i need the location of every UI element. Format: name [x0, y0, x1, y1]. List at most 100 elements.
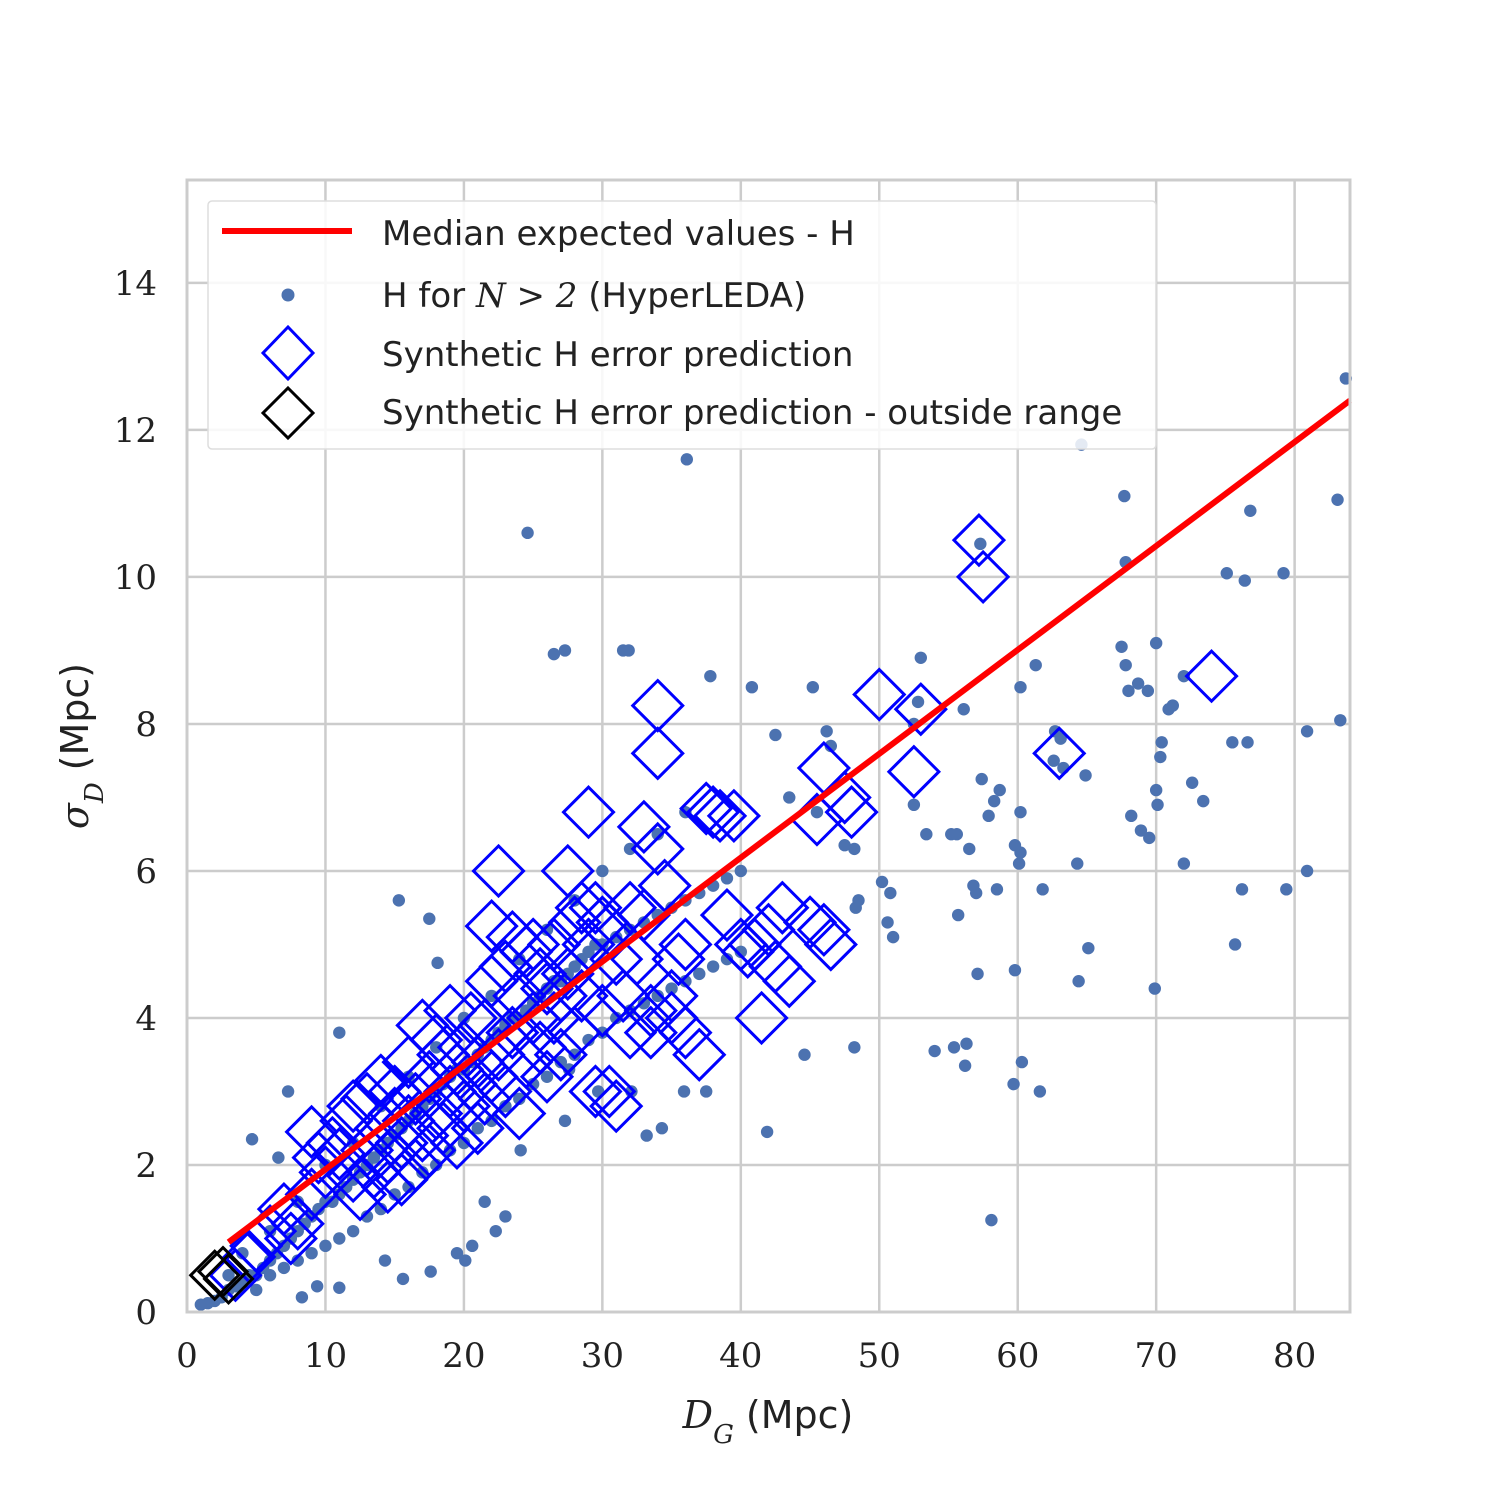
synthetic-point — [353, 1101, 408, 1156]
synthetic-point — [658, 1005, 713, 1060]
hyperleda-point — [1228, 938, 1242, 951]
hyperleda-point — [499, 1210, 512, 1223]
legend-diamond-marker — [260, 324, 316, 382]
y-tick-label: 6 — [135, 852, 157, 892]
hyperleda-point — [485, 989, 498, 1003]
hyperleda-point — [1008, 963, 1022, 977]
hyperleda-point — [1015, 1055, 1029, 1069]
hyperleda-point — [1054, 732, 1067, 745]
hyperleda-point — [430, 1041, 443, 1054]
hyperleda-point — [1280, 883, 1293, 896]
hyperleda-point — [558, 1114, 572, 1128]
y-axis-label: σD (Mpc) — [53, 663, 110, 829]
hyperleda-point — [466, 1239, 479, 1253]
synthetic-point — [561, 785, 616, 840]
hyperleda-point — [1185, 776, 1199, 789]
hyperleda-point — [798, 1048, 811, 1061]
synthetic-outside-points — [188, 1245, 255, 1306]
x-tick-label: 50 — [858, 1336, 901, 1376]
synthetic-point — [291, 1130, 346, 1185]
hyperleda-point — [704, 669, 717, 683]
hyperleda-point — [416, 1166, 429, 1179]
hyperleda-point — [558, 644, 572, 657]
synthetic-point — [575, 983, 630, 1038]
synthetic-point — [429, 1115, 485, 1171]
hyperleda-point — [596, 864, 609, 878]
hyperleda-point — [637, 997, 651, 1010]
synthetic-point — [395, 1108, 450, 1163]
hyperleda-point — [277, 1261, 291, 1275]
synthetic-point — [589, 1079, 644, 1134]
hyperleda-point — [1166, 699, 1179, 712]
synthetic-point — [339, 1071, 395, 1126]
synthetic-point — [492, 1086, 547, 1141]
synthetic-point — [734, 990, 789, 1046]
hyperleda-point — [1125, 809, 1138, 823]
synthetic-point — [596, 968, 651, 1024]
synthetic-point — [326, 1148, 381, 1204]
hyperleda-point — [1155, 736, 1168, 749]
hyperleda-point — [1079, 769, 1092, 782]
synthetic-point — [464, 954, 519, 1009]
y-tick-label: 12 — [114, 411, 157, 451]
hyperleda-point — [1082, 941, 1095, 955]
x-tick-label: 70 — [1135, 1336, 1178, 1376]
x-tick-label: 60 — [996, 1336, 1039, 1376]
synthetic-point — [755, 880, 810, 935]
hyperleda-point — [947, 1041, 961, 1054]
hyperleda-point — [1300, 725, 1314, 738]
x-tick-label: 0 — [176, 1336, 198, 1376]
synthetic-point — [602, 880, 658, 935]
hyperleda-point — [848, 1041, 861, 1054]
hyperleda-point — [1143, 831, 1156, 845]
hyperleda-point — [1151, 798, 1164, 812]
synthetic-point — [672, 1027, 727, 1082]
synthetic-point — [519, 961, 575, 1016]
synthetic-point — [533, 1027, 588, 1082]
hyperleda-point — [1235, 883, 1249, 896]
hyperleda-point — [974, 537, 987, 551]
hyperleda-point — [1154, 750, 1167, 764]
hyperleda-point — [272, 1151, 285, 1164]
hyperleda-point — [914, 651, 927, 664]
hyperleda-point — [1115, 640, 1128, 653]
y-tick-label: 14 — [114, 264, 157, 304]
synthetic-point — [630, 678, 685, 733]
hyperleda-point — [622, 644, 635, 657]
hyperleda-point — [1047, 754, 1060, 767]
hyperleda-point — [295, 1291, 309, 1304]
hyperleda-point — [806, 680, 820, 694]
hyperleda-point — [333, 1026, 346, 1039]
hyperleda-point — [1197, 794, 1210, 808]
synthetic-point — [623, 983, 678, 1038]
hyperleda-point — [963, 842, 976, 856]
hyperleda-point — [305, 1246, 318, 1260]
hyperleda-point — [1029, 658, 1042, 672]
synthetic-point — [547, 895, 602, 950]
x-axis-symbol: D — [682, 1393, 713, 1437]
synthetic-point — [637, 858, 692, 913]
hyperleda-point — [499, 1099, 512, 1113]
synthetic-point — [589, 932, 644, 987]
synthetic-point — [485, 1005, 540, 1060]
synthetic-point — [568, 1064, 623, 1119]
synthetic-point — [339, 1123, 395, 1178]
hyperleda-point — [907, 798, 921, 812]
hyperleda-point — [1071, 857, 1084, 870]
y-tick-label: 0 — [135, 1293, 157, 1333]
hyperleda-point — [540, 1070, 554, 1083]
y-tick-label: 10 — [114, 558, 157, 598]
x-tick-label: 80 — [1273, 1336, 1316, 1376]
hyperleda-point — [222, 1269, 235, 1282]
hyperleda-point — [1014, 680, 1027, 694]
hyperleda-point — [478, 1195, 491, 1208]
hyperleda-point — [969, 886, 983, 900]
y-axis-ticks: 0 2 4 6 8 10 12 14 — [114, 264, 157, 1333]
hyperleda-point — [1014, 846, 1027, 859]
synthetic-point — [658, 917, 713, 972]
hyperleda-point — [1007, 1077, 1020, 1091]
hyperleda-point — [1220, 567, 1233, 580]
legend-hyperleda-pre: H for — [382, 276, 476, 316]
x-axis-subscript: G — [713, 1420, 734, 1450]
hyperleda-point — [911, 695, 925, 709]
